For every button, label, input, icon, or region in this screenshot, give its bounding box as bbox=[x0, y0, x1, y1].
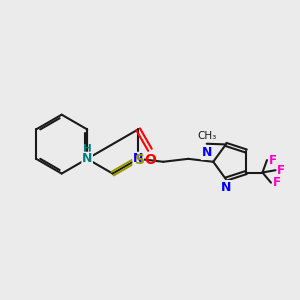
Text: CH₃: CH₃ bbox=[197, 131, 216, 141]
Text: F: F bbox=[277, 164, 285, 177]
Text: F: F bbox=[272, 176, 281, 189]
Text: N: N bbox=[201, 146, 212, 159]
Text: S: S bbox=[135, 153, 146, 167]
Text: N: N bbox=[82, 152, 92, 165]
Text: H: H bbox=[83, 144, 92, 154]
Text: N: N bbox=[133, 152, 143, 165]
Text: N: N bbox=[221, 181, 231, 194]
Text: F: F bbox=[268, 154, 277, 166]
Text: O: O bbox=[144, 153, 156, 167]
